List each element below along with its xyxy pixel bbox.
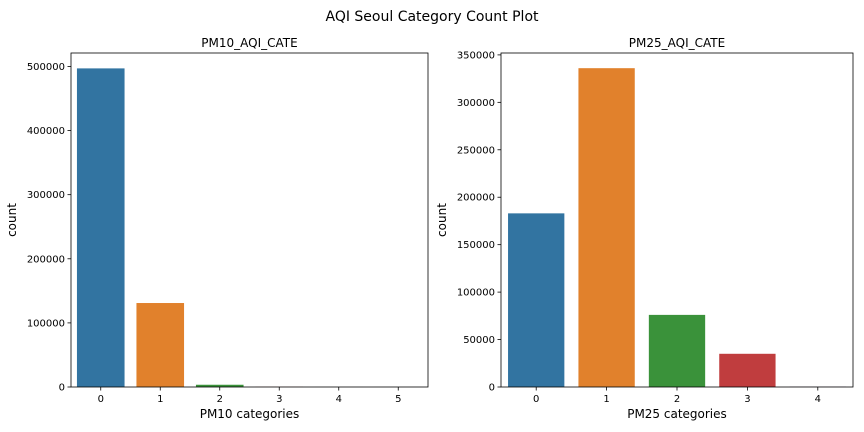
pm10-ytick-label: 0: [59, 383, 65, 394]
pm25-xtick-label: 4: [815, 394, 821, 405]
pm25-ytick-label: 350000: [457, 50, 495, 61]
pm25-xtick-label: 0: [533, 394, 539, 405]
pm25-bar-0: [508, 213, 565, 387]
pm10-xtick-label: 1: [157, 394, 163, 405]
pm10-xtick-label: 0: [98, 394, 104, 405]
pm25-xtick-label: 2: [674, 394, 680, 405]
figure-title: AQI Seoul Category Count Plot: [325, 9, 539, 25]
pm25-ytick-label: 0: [489, 383, 495, 394]
pm10-axes-frame: [70, 52, 429, 388]
pm10-y-axis-label: count: [5, 203, 19, 237]
pm25-xtick-label: 1: [603, 394, 609, 405]
pm25-ytick-label: 300000: [457, 98, 495, 109]
pm10-xtick-label: 2: [217, 394, 223, 405]
pm10-bar-0: [76, 68, 125, 387]
pm25-ytick-label: 150000: [457, 240, 495, 251]
pm25-bar-1: [578, 68, 635, 387]
pm25-bar-3: [719, 353, 776, 387]
pm10-ytick-label: 200000: [27, 254, 65, 265]
pm25-ytick-label: 250000: [457, 145, 495, 156]
pm10-ytick-label: 500000: [27, 62, 65, 73]
pm25-subplot: 0 50000 100000 150000 200000 250000 300000 3500…: [435, 36, 854, 421]
pm25-subplot-title: PM25_AQI_CATE: [629, 36, 725, 50]
pm25-y-axis-label: count: [435, 203, 449, 237]
pm25-ytick-label: 200000: [457, 193, 495, 204]
pm10-ytick-label: 100000: [27, 318, 65, 329]
pm25-xtick-label: 3: [744, 394, 750, 405]
pm10-bar-1: [136, 303, 185, 387]
pm25-x-axis-label: PM25 categories: [627, 407, 727, 421]
pm25-ytick-label: 100000: [457, 288, 495, 299]
pm10-subplot-title: PM10_AQI_CATE: [201, 36, 297, 50]
pm10-ytick-label: 300000: [27, 190, 65, 201]
pm25-ytick-label: 50000: [463, 335, 495, 346]
pm10-x-axis-label: PM10 categories: [200, 407, 300, 421]
pm25-bar-2: [648, 314, 706, 387]
pm10-xtick-label: 4: [336, 394, 342, 405]
pm10-bar-2: [195, 384, 244, 387]
pm10-ytick-label: 400000: [27, 126, 65, 137]
pm10-xtick-label: 5: [395, 394, 401, 405]
pm10-subplot: 0 100000 200000 300000 400000 500000 0 1 2 3 4 5 PM1…: [5, 36, 429, 421]
pm10-xtick-label: 3: [276, 394, 282, 405]
